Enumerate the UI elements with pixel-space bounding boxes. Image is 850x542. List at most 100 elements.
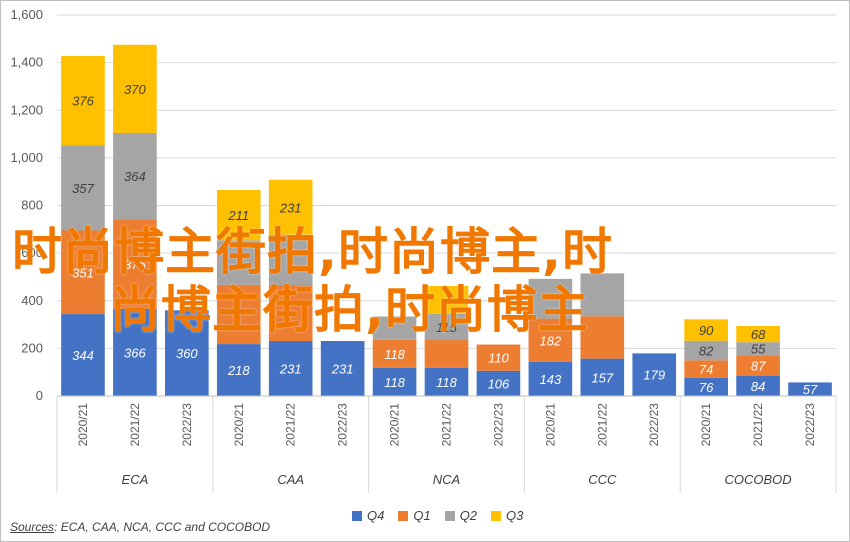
bar-segment-q1	[113, 219, 157, 309]
legend-item-q4: Q4	[352, 508, 384, 523]
y-tick-label: 0	[36, 388, 43, 403]
data-label: 74	[699, 362, 713, 377]
x-tick-label: 2022/23	[803, 403, 817, 447]
data-label: 376	[72, 94, 94, 109]
bar-segment-q4	[788, 382, 832, 396]
data-label: 211	[227, 208, 249, 223]
data-label: 357	[72, 181, 94, 196]
source-note: Sources: ECA, CAA, NCA, CCC and COCOBOD	[10, 520, 270, 534]
x-axis: 2020/21 2021/22 2022/23 ECA 2020/21 2021/22 20…	[56, 395, 837, 493]
y-tick-label: 1,000	[10, 150, 43, 165]
bar-segment-q1	[372, 339, 417, 368]
legend-swatch	[352, 510, 362, 521]
y-axis: 0 200 400 600 800 1,000 1,200 1,400 1,600	[10, 7, 43, 403]
data-label: 118	[384, 375, 405, 390]
data-label: 106	[488, 376, 510, 391]
legend-swatch	[491, 510, 502, 521]
bar-segment-q4	[165, 310, 209, 396]
bar-segment-q1	[684, 360, 728, 378]
bar-segment-q2	[61, 145, 105, 231]
bar-segment-q2	[580, 273, 625, 317]
x-tick-label: 2020/21	[388, 403, 402, 447]
data-label: 90	[699, 323, 714, 338]
bar-segment-q4	[320, 340, 365, 396]
data-label: 360	[176, 346, 198, 361]
legend-item-q2: Q2	[444, 508, 478, 523]
bar-segment-q4	[580, 358, 625, 396]
y-tick-label: 1,600	[10, 7, 43, 22]
legend-label: Q2	[459, 508, 478, 523]
bar-segment-q3	[268, 179, 313, 235]
data-label: 344	[72, 348, 94, 363]
bar-segment-q1	[476, 344, 521, 371]
bar-segment-q2	[424, 313, 469, 341]
legend-item-q3: Q3	[491, 508, 523, 523]
x-tick-label: 2022/23	[336, 403, 350, 447]
data-label: 115	[436, 320, 457, 335]
y-tick-label: 600	[21, 245, 43, 260]
bar-segment-q1	[528, 318, 573, 362]
data-label: 55	[751, 342, 766, 357]
bar-segment-q4	[476, 370, 521, 396]
x-tick-label: 2020/21	[699, 403, 713, 447]
category-label: ECA	[122, 472, 149, 487]
data-label: 157	[591, 370, 613, 385]
bar-segment-q1	[216, 284, 261, 345]
x-tick-label: 2021/22	[440, 403, 454, 447]
x-tick-label: 2022/23	[647, 403, 661, 447]
x-tick-label: 2020/21	[232, 403, 246, 447]
data-label: 118	[384, 347, 405, 362]
bar-segment-q4	[684, 377, 728, 396]
data-label: 364	[124, 169, 146, 184]
bar-segment-q1	[580, 316, 625, 359]
x-tick-label: 2021/22	[284, 403, 298, 447]
bar-segment-q2	[268, 234, 313, 286]
legend-swatch	[398, 510, 409, 521]
x-tick-label: 2020/21	[543, 403, 557, 447]
bar-segment-q1	[268, 285, 313, 341]
bar-segment-q4	[528, 361, 573, 396]
x-tick-label: 2020/21	[76, 403, 90, 447]
data-label: 218	[227, 363, 250, 378]
y-tick-label: 1,200	[10, 102, 43, 117]
bar-segment-q3	[736, 325, 780, 343]
data-label: 57	[803, 382, 818, 397]
x-tick-label: 2021/22	[751, 403, 765, 447]
bar-segment-q4	[113, 308, 157, 396]
bar-segment-q2	[528, 278, 573, 319]
data-label: 143	[540, 372, 562, 387]
data-label: 375	[124, 257, 146, 272]
bar-segment-q1	[424, 340, 469, 368]
bar-segment-q4	[632, 353, 677, 396]
bar-segment-q3	[216, 190, 261, 241]
x-tick-label: 2022/23	[491, 403, 505, 447]
y-tick-label: 400	[21, 293, 43, 308]
bar-segment-q3	[113, 44, 157, 133]
bar-segment-q3	[61, 55, 105, 146]
bar-segment-q4	[372, 367, 417, 396]
legend-item-q1: Q1	[398, 508, 431, 523]
bar-segment-q2	[372, 316, 417, 340]
category-label: NCA	[433, 472, 460, 487]
category-label: COCOBOD	[725, 472, 792, 487]
bar-segment-q2	[684, 340, 728, 361]
bar-segment-q4	[61, 314, 105, 396]
legend: Q4 Q1 Q2 Q3	[352, 508, 523, 523]
bar-segment-q3	[684, 319, 728, 341]
bar-segment-q2	[216, 240, 261, 285]
bar-segment-q3	[424, 285, 469, 314]
bar-segment-q4	[424, 367, 469, 396]
data-label: 76	[699, 380, 714, 395]
data-label: 110	[488, 351, 509, 366]
legend-swatch	[444, 510, 455, 521]
data-label: 231	[279, 361, 302, 376]
y-tick-label: 200	[21, 340, 43, 355]
bar-segment-q1	[61, 230, 105, 315]
legend-label: Q1	[413, 508, 431, 523]
data-label: 351	[72, 265, 94, 280]
category-label: CAA	[277, 472, 304, 487]
x-tick-label: 2021/22	[128, 403, 142, 447]
bar-segment-q1	[736, 355, 780, 376]
bar-segment-q4	[216, 344, 261, 396]
